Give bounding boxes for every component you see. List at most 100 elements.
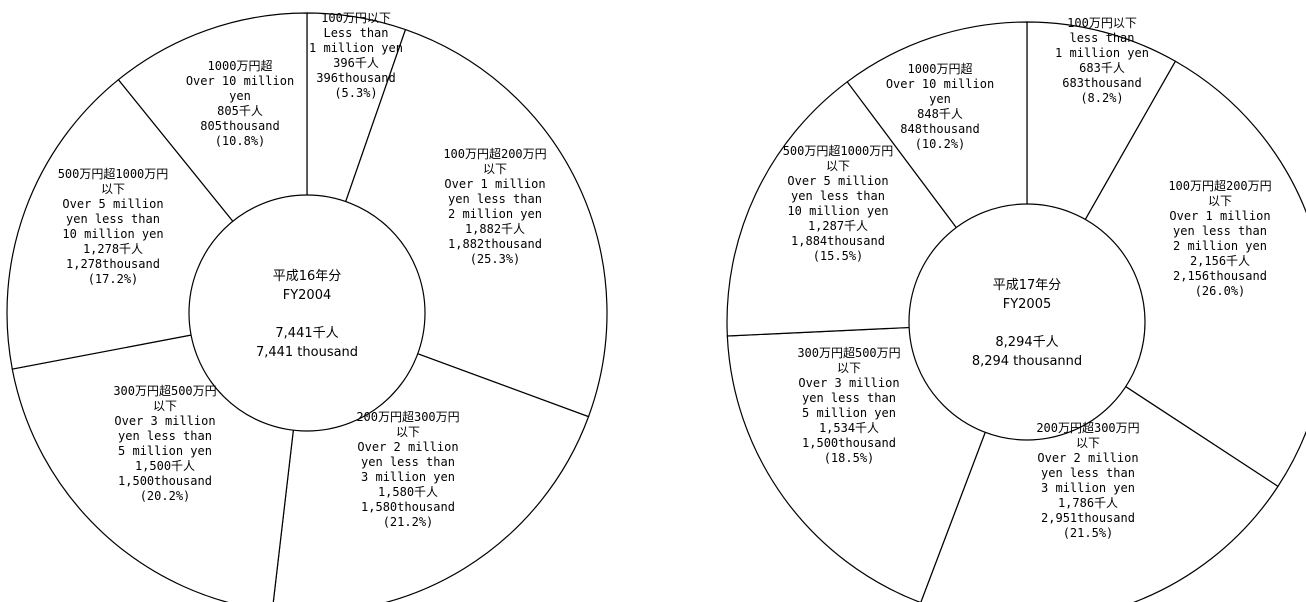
slice-label-5: 500万円超1000万円以下 Over 5 million yen less tha… — [58, 166, 169, 286]
slice-label-line: 100万円以下 — [321, 11, 391, 25]
slice-label-line: (25.3%) — [470, 252, 521, 266]
slice-label-line: 1,884thousand — [791, 234, 885, 248]
slice-label-line: 1000万円超 — [908, 61, 973, 76]
slice-label-6: 1000万円超 Over 10 million yen 848千人 848thousan… — [886, 61, 994, 151]
slice-label-line: 1 million yen — [1055, 46, 1149, 60]
slice-label-line: yen less than — [66, 212, 160, 226]
donut-center — [908, 203, 1146, 441]
slice-label-line: (21.5%) — [1063, 526, 1114, 540]
center-label: 平成17年分 FY2005 8,294千人 8,294 thousannd — [972, 278, 1082, 369]
slice-label-line: (8.2%) — [1080, 91, 1123, 105]
slice-label-line: Over 1 million — [1169, 209, 1270, 223]
slice-label-line: Over 5 million — [787, 174, 888, 188]
slice-label-line: 以下 — [153, 399, 177, 413]
slice-label-line: 1,500thousand — [802, 436, 896, 450]
slice-label-line: 10 million yen — [62, 227, 163, 241]
center-label: 平成16年分 FY2004 7,441千人 7,441 thousand — [256, 269, 358, 360]
slice-label-line: 5 million yen — [118, 444, 212, 458]
slice-label-1: 100万円以下 less than 1 million yen 683千人 683tho… — [1055, 16, 1149, 105]
slice-label-line: (26.0%) — [1195, 284, 1246, 298]
slice-label-line: Over 3 million — [798, 376, 899, 390]
slice-label-2: 100万円超200万円以下 Over 1 million yen less than… — [443, 146, 546, 266]
slice-label-line: 以下 — [837, 361, 861, 375]
slice-label-6: 1000万円超 Over 10 million yen 805千人 805thousan… — [186, 58, 294, 148]
slice-label-3: 200万円超300万円以下 Over 2 million yen less than… — [356, 409, 459, 529]
slice-label-line: 100万円超200万円 — [443, 146, 546, 161]
center-label-line: 平成17年分 — [993, 278, 1062, 293]
donut-center — [188, 194, 426, 432]
slice-label-4: 300万円超500万円以下 Over 3 million yen less than… — [797, 345, 900, 465]
slice-label-line: yen — [929, 92, 951, 106]
pie-slice-2 — [1026, 60, 1306, 488]
slice-label-line: yen — [229, 89, 251, 103]
slice-label-line: 1,580千人 — [378, 485, 438, 499]
slice-label-line: 396千人 — [333, 56, 379, 70]
center-label-line: 平成16年分 — [273, 269, 342, 284]
slice-label-line: (18.5%) — [824, 451, 875, 465]
slice-label-line: (20.2%) — [140, 489, 191, 503]
donut-chart-2: 100万円以下 less than 1 million yen 683千人 683tho… — [726, 16, 1306, 602]
slice-label-line: 1,882千人 — [465, 222, 525, 236]
slice-label-line: 3 million yen — [1041, 481, 1135, 495]
slice-label-line: 805thousand — [200, 119, 279, 133]
slice-label-line: 396thousand — [316, 71, 395, 85]
slice-label-line: 200万円超300万円 — [1036, 420, 1139, 435]
slice-label-line: Over 2 million — [1037, 451, 1138, 465]
slice-label-line: 805千人 — [217, 104, 263, 118]
slice-label-line: 2 million yen — [1173, 239, 1267, 253]
slice-label-line: Over 5 million — [62, 197, 163, 211]
slice-label-line: (21.2%) — [383, 515, 434, 529]
donut-chart-1: 100万円以下 Less than 1 million yen 396千人 396tho… — [6, 11, 608, 602]
slice-label-line: 3 million yen — [361, 470, 455, 484]
slice-label-line: 1,534千人 — [819, 421, 879, 435]
slice-label-line: less than — [1069, 31, 1134, 45]
slice-label-line: yen less than — [118, 429, 212, 443]
slice-label-line: Over 10 million — [886, 77, 994, 91]
slice-label-line: Over 2 million — [357, 440, 458, 454]
slice-label-line: 以下 — [483, 162, 507, 176]
slice-label-line: 1,882thousand — [448, 237, 542, 251]
slice-label-line: 683thousand — [1062, 76, 1141, 90]
center-label-line: FY2004 — [283, 288, 332, 303]
slice-label-line: yen less than — [361, 455, 455, 469]
slice-label-line: 1,500千人 — [135, 459, 195, 473]
slice-label-line: 以下 — [396, 425, 420, 439]
slice-label-line: 2,951thousand — [1041, 511, 1135, 525]
slice-label-line: 1,786千人 — [1058, 496, 1118, 510]
slice-label-4: 300万円超500万円以下 Over 3 million yen less than… — [113, 383, 216, 503]
slice-label-line: 100万円超200万円 — [1168, 178, 1271, 193]
center-label-line: 8,294千人 — [995, 335, 1058, 350]
slice-label-line: 以下 — [826, 159, 850, 173]
slice-label-line: 1,287千人 — [808, 219, 868, 233]
slice-label-line: 2 million yen — [448, 207, 542, 221]
slice-label-line: 300万円超500万円 — [113, 383, 216, 398]
slice-label-line: (17.2%) — [88, 272, 139, 286]
slice-label-line: 1000万円超 — [208, 58, 273, 73]
slice-label-line: 2,156千人 — [1190, 254, 1250, 268]
slice-label-5: 500万円超1000万円以下 Over 5 million yen less tha… — [783, 143, 894, 263]
slice-label-line: 1,500thousand — [118, 474, 212, 488]
slice-label-line: 1,278thousand — [66, 257, 160, 271]
slice-label-line: 300万円超500万円 — [797, 345, 900, 360]
slice-label-3: 200万円超300万円以下 Over 2 million yen less than… — [1036, 420, 1139, 540]
slice-label-line: 1 million yen — [309, 41, 403, 55]
slice-label-line: (10.2%) — [915, 137, 966, 151]
center-label-line: 7,441千人 — [275, 326, 338, 341]
slice-label-line: 以下 — [101, 182, 125, 196]
slice-label-line: 5 million yen — [802, 406, 896, 420]
slice-label-line: yen less than — [802, 391, 896, 405]
slice-label-line: yen less than — [791, 189, 885, 203]
slice-label-line: (15.5%) — [813, 249, 864, 263]
slice-label-line: 848thousand — [900, 122, 979, 136]
slice-label-line: (5.3%) — [334, 86, 377, 100]
slice-label-line: 1,580thousand — [361, 500, 455, 514]
center-label-line: FY2005 — [1003, 297, 1052, 312]
slice-label-line: Less than — [323, 26, 388, 40]
slice-label-line: 200万円超300万円 — [356, 409, 459, 424]
slice-label-line: 2,156thousand — [1173, 269, 1267, 283]
slice-label-line: yen less than — [448, 192, 542, 206]
slice-label-line: yen less than — [1041, 466, 1135, 480]
slice-label-1: 100万円以下 Less than 1 million yen 396千人 396tho… — [309, 11, 403, 100]
